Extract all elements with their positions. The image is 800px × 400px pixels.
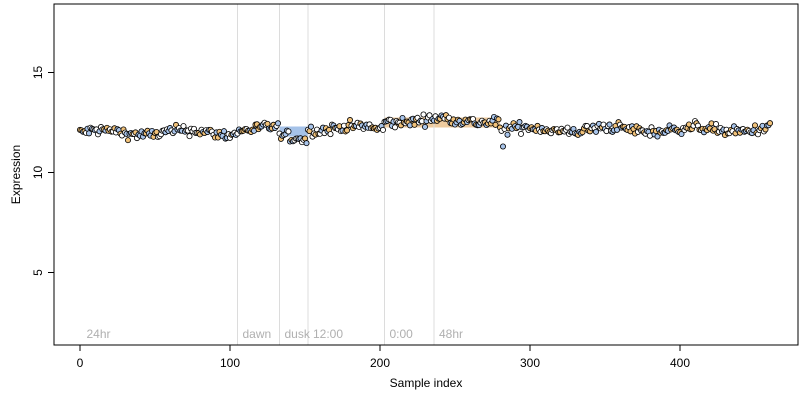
data-point [678,131,685,138]
y-tick-label: 15 [31,66,45,80]
y-tick-label: 5 [31,269,45,276]
data-point [426,112,433,119]
annotation-label: dusk [285,327,311,341]
data-point [495,116,502,123]
data-point [516,119,523,126]
annotations-layer: 24hr dawn dusk 12:00 0:00 48hr [87,327,464,341]
data-point [303,140,310,147]
data-point [504,131,511,138]
band [279,126,308,137]
data-point [220,128,227,135]
data-point [499,143,506,150]
data-point [767,120,774,127]
data-point [420,111,427,118]
points-layer [77,111,774,150]
x-tick-label: 400 [670,356,690,370]
annotation-label: 0:00 [390,327,414,341]
data-point [125,137,132,144]
vlines-layer [237,4,435,345]
data-point [186,133,193,140]
annotation-label: 12:00 [313,327,343,341]
annotation-label: 48hr [439,327,463,341]
y-axis-label: Expression [9,145,23,204]
y-tick-label: 10 [31,166,45,180]
x-axis-label: Sample index [390,376,463,390]
data-point [343,127,350,134]
data-point [379,126,386,133]
data-point [411,121,418,128]
x-tick-label: 100 [220,356,240,370]
data-point [654,133,661,140]
data-point [564,124,571,131]
data-point [327,131,334,138]
data-point [752,122,759,129]
data-point [421,123,428,130]
data-point [180,123,187,130]
data-point [285,128,292,135]
annotation-label: 24hr [87,327,111,341]
x-tick-label: 0 [77,356,84,370]
data-point [518,130,525,137]
annotation-label: dawn [243,327,272,341]
data-point [492,121,499,128]
data-point [274,120,281,127]
data-point [346,117,353,124]
data-point [86,130,93,137]
plot-frame [53,3,799,346]
data-point [593,128,600,135]
data-point [606,121,613,128]
data-point [713,121,720,128]
x-tick-label: 200 [370,356,390,370]
x-tick-label: 300 [520,356,540,370]
y-axis: 5 10 15 [31,66,55,276]
data-point [307,123,314,130]
data-point [391,124,398,131]
x-axis: 0 100 200 300 400 [77,344,690,370]
